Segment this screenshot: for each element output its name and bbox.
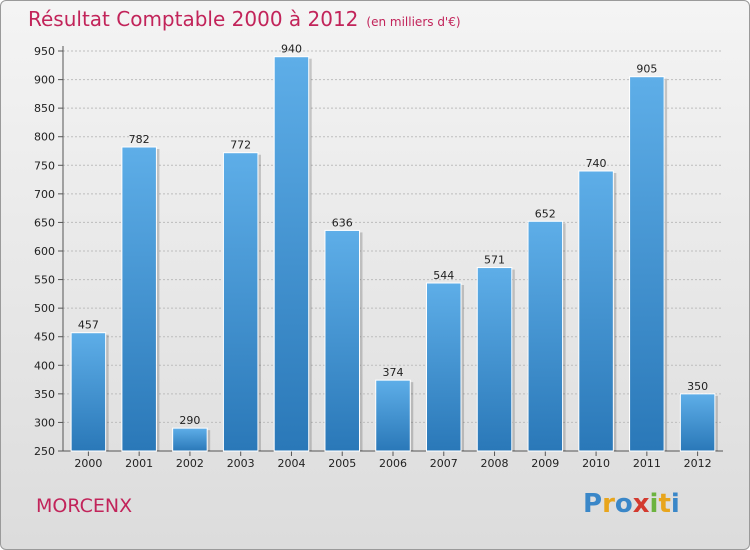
- chart-subtitle: (en milliers d'€): [366, 15, 461, 29]
- x-tick-label: 2007: [430, 457, 458, 470]
- x-tick-label: 2008: [481, 457, 509, 470]
- y-tick-label: 750: [34, 159, 55, 172]
- value-label-2011: 905: [636, 63, 657, 76]
- brand-letter: P: [583, 489, 603, 519]
- chart-title-text: Résultat Comptable 2000 à 2012: [28, 7, 359, 31]
- x-tick-label: 2000: [74, 457, 102, 470]
- y-tick-label: 600: [34, 245, 55, 258]
- chart-title: Résultat Comptable 2000 à 2012 (en millie…: [28, 7, 461, 31]
- x-tick-label: 2009: [531, 457, 559, 470]
- y-tick-label: 850: [34, 102, 55, 115]
- value-label-2002: 290: [179, 414, 200, 427]
- y-tick-label: 350: [34, 388, 55, 401]
- x-tick-label: 2010: [582, 457, 610, 470]
- value-label-2004: 940: [281, 43, 302, 56]
- bar-2010: [578, 170, 614, 452]
- y-tick-label: 800: [34, 131, 55, 144]
- value-label-2003: 772: [230, 139, 251, 152]
- value-label-2005: 636: [332, 216, 353, 229]
- y-tick-label: 450: [34, 331, 55, 344]
- value-label-2008: 571: [484, 254, 505, 267]
- x-tick-label: 2005: [328, 457, 356, 470]
- brand-letter: o: [614, 489, 633, 519]
- labels: 250 300 350 400 450 500 550 600 650 700 750 800 850 9…: [34, 43, 712, 470]
- y-tick-label: 950: [34, 45, 55, 58]
- bar-2002: [172, 427, 208, 452]
- y-tick-label: 700: [34, 188, 55, 201]
- bar-2006: [375, 379, 411, 452]
- brand-letter: i: [670, 489, 680, 519]
- bar-2003: [222, 152, 259, 452]
- x-tick-label: 2011: [633, 457, 661, 470]
- value-label-2007: 544: [433, 269, 454, 282]
- x-tick-label: 2002: [176, 457, 204, 470]
- y-tick-label: 400: [34, 359, 55, 372]
- brand-letter: x: [632, 489, 650, 519]
- value-label-2012: 350: [687, 380, 708, 393]
- value-label-2006: 374: [383, 366, 404, 379]
- x-tick-label: 2012: [684, 457, 712, 470]
- brand-letter: t: [658, 489, 671, 519]
- x-tick-label: 2001: [125, 457, 153, 470]
- brand-logo: Proxiti: [583, 489, 680, 519]
- bar-2004: [273, 56, 310, 452]
- bar-2007: [426, 282, 462, 452]
- bar-2008: [476, 267, 513, 452]
- bar-2009: [527, 220, 564, 452]
- y-tick-label: 550: [34, 274, 55, 287]
- place-name: MORCENX: [36, 495, 133, 517]
- x-tick-label: 2004: [277, 457, 305, 470]
- y-tick-label: 300: [34, 416, 55, 429]
- y-tick-label: 500: [34, 302, 55, 315]
- bar-2000: [70, 332, 107, 452]
- grid-lines: [63, 50, 723, 452]
- bar-2012: [679, 393, 716, 452]
- x-tick-label: 2003: [227, 457, 255, 470]
- value-label-2001: 782: [129, 133, 150, 146]
- value-label-2010: 740: [586, 157, 607, 170]
- x-tick-label: 2006: [379, 457, 407, 470]
- brand-letter: r: [602, 489, 615, 519]
- brand-letter: i: [649, 489, 659, 519]
- bars: [70, 56, 718, 452]
- value-label-2000: 457: [78, 319, 99, 332]
- bar-2011: [629, 76, 665, 452]
- y-tick-label: 900: [34, 74, 55, 87]
- y-tick-label: 650: [34, 216, 55, 229]
- bar-2001: [121, 146, 157, 452]
- bar-2005: [324, 229, 360, 452]
- y-tick-label: 250: [34, 445, 55, 458]
- value-label-2009: 652: [535, 207, 556, 220]
